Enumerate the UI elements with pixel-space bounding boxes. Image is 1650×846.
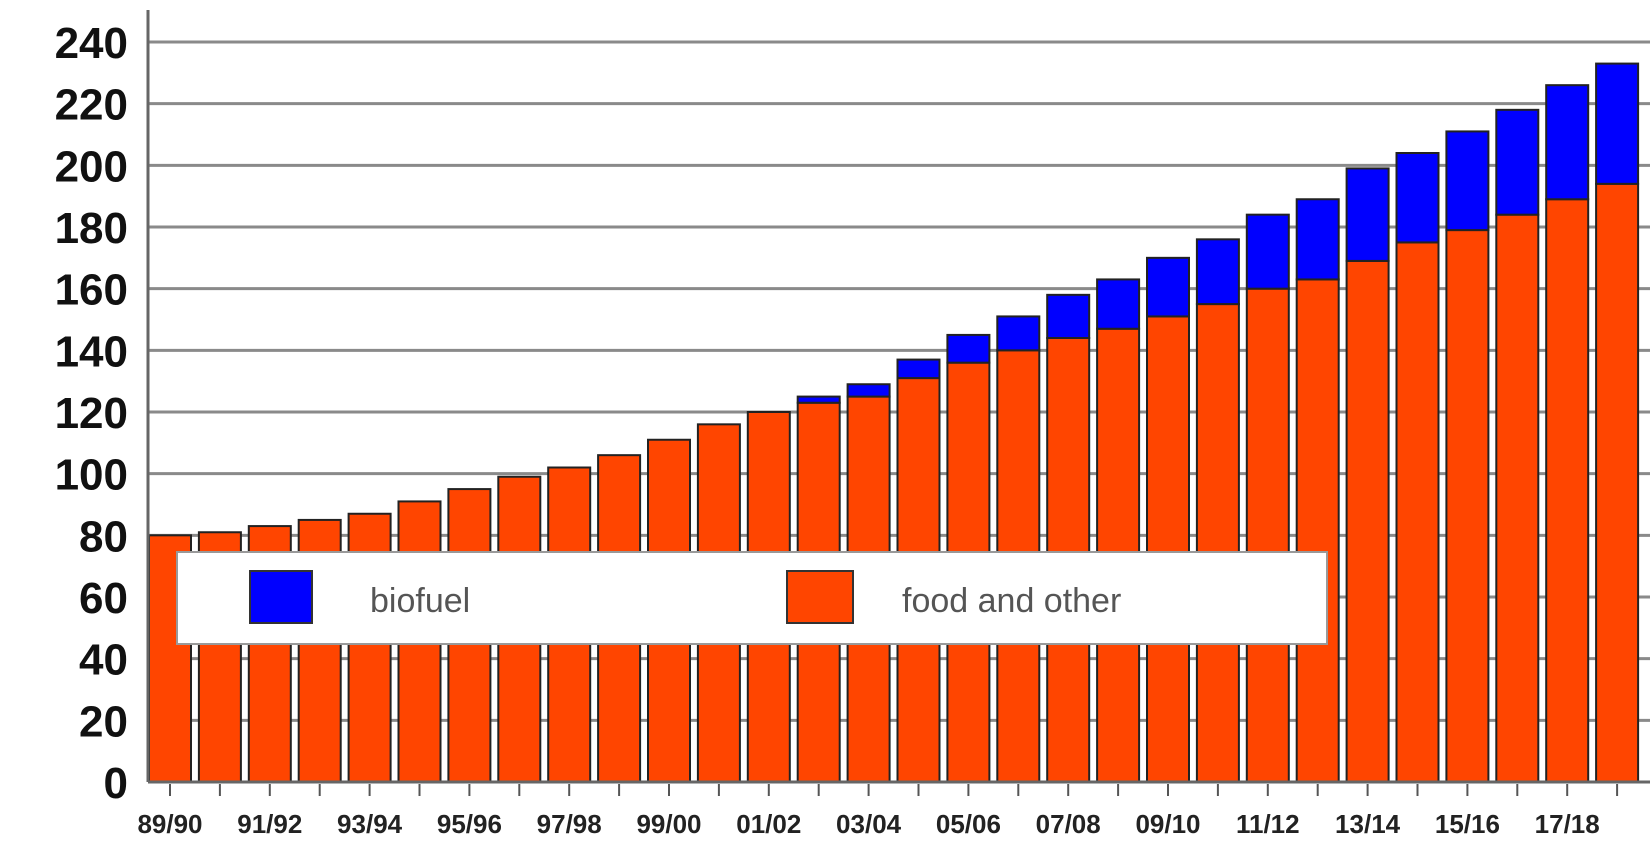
bar-biofuel <box>1096 278 1141 330</box>
bar-biofuel <box>946 333 991 364</box>
bar-biofuel <box>1046 293 1091 340</box>
bar-food-and-other <box>1245 287 1290 783</box>
x-tick-label: 97/98 <box>537 809 602 839</box>
y-tick-label: 140 <box>55 327 128 376</box>
x-tick-label: 01/02 <box>736 809 801 839</box>
legend: biofuel food and other <box>176 551 1328 645</box>
bar-food-and-other <box>1146 315 1190 783</box>
bar-biofuel <box>846 383 891 398</box>
y-tick-label: 100 <box>55 451 128 500</box>
bar-biofuel <box>996 315 1041 352</box>
y-tick-label: 20 <box>79 697 128 746</box>
bar-food-and-other <box>1395 241 1440 783</box>
bar-food-and-other <box>1195 303 1240 783</box>
bar-biofuel <box>896 358 941 380</box>
x-tick-label: 95/96 <box>437 809 502 839</box>
bar-biofuel <box>1545 84 1590 201</box>
x-tick-label: 05/06 <box>936 809 1001 839</box>
y-tick-label: 80 <box>79 512 128 561</box>
x-tick-label: 91/92 <box>237 809 302 839</box>
y-tick-label: 200 <box>55 142 128 191</box>
x-tick-label: 03/04 <box>836 809 902 839</box>
bar-food-and-other <box>1545 198 1590 783</box>
bar-biofuel <box>1345 167 1390 262</box>
x-tick-label: 11/12 <box>1236 809 1300 839</box>
y-tick-label: 220 <box>55 81 128 130</box>
bar-food-and-other <box>1495 213 1540 783</box>
y-tick-label: 160 <box>55 266 128 315</box>
y-tick-label: 120 <box>55 389 128 438</box>
y-tick-label: 40 <box>79 636 128 685</box>
bar-food-and-other <box>1345 259 1390 783</box>
x-tick-label: 09/10 <box>1135 809 1200 839</box>
y-tick-label: 60 <box>79 574 128 623</box>
x-tick-label: 89/90 <box>137 809 202 839</box>
bar-biofuel <box>1245 213 1290 290</box>
x-tick-label: 15/16 <box>1435 809 1500 839</box>
bar-biofuel <box>1595 62 1640 185</box>
bar-food-and-other <box>1295 278 1340 783</box>
bar-biofuel <box>1445 130 1490 232</box>
x-tick-label: 93/94 <box>337 809 403 839</box>
legend-label-food-and-other: food and other <box>902 582 1121 620</box>
x-tick-label: 07/08 <box>1036 809 1101 839</box>
x-tick-label: 99/00 <box>636 809 701 839</box>
legend-label-biofuel: biofuel <box>370 582 470 620</box>
bar-biofuel <box>1495 108 1540 216</box>
x-tick-label: 17/18 <box>1535 809 1600 839</box>
x-tick-label: 13/14 <box>1335 809 1401 839</box>
y-tick-label: 180 <box>55 204 128 253</box>
axis-layer: 0 20 40 60 80 100 120 140 160 180 200 220 240 89/90 91… <box>55 10 1650 839</box>
bar-biofuel <box>1195 238 1240 306</box>
bar-biofuel <box>796 395 841 404</box>
legend-swatch-food-and-other <box>786 570 854 624</box>
bar-biofuel <box>1295 198 1340 281</box>
bar-biofuel <box>1395 152 1440 244</box>
bar-food-and-other <box>1445 229 1490 784</box>
bar-food-and-other <box>1595 182 1640 784</box>
y-tick-label: 240 <box>55 19 128 68</box>
bar-biofuel <box>1146 256 1190 318</box>
legend-box <box>176 551 1328 645</box>
legend-swatch-biofuel <box>249 570 313 624</box>
y-tick-label: 0 <box>104 759 128 808</box>
